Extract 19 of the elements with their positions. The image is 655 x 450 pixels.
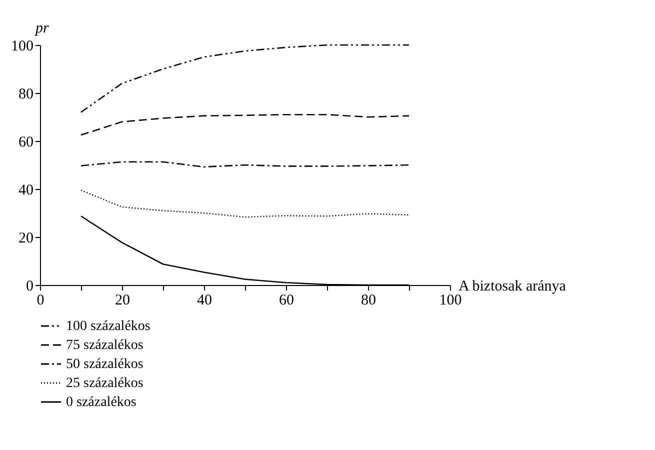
y-tick-label: 100 <box>11 38 34 54</box>
x-tick-label: 100 <box>439 292 462 308</box>
x-tick-label: 60 <box>279 292 294 308</box>
x-tick-label: 80 <box>361 292 376 308</box>
y-tick-label: 40 <box>18 182 34 198</box>
y-tick-label: 0 <box>26 278 34 294</box>
y-tick-label: 80 <box>18 86 34 102</box>
y-tick-label: 20 <box>18 230 34 246</box>
x-axis-title: A biztosak aránya <box>458 278 566 294</box>
y-tick-label: 60 <box>18 134 34 150</box>
legend-label: 50 százalékos <box>66 357 144 372</box>
legend-label: 75 százalékos <box>66 338 144 353</box>
x-tick-label: 0 <box>36 292 44 308</box>
x-tick-label: 40 <box>197 292 212 308</box>
legend-label: 0 százalékos <box>66 395 136 410</box>
x-tick-label: 20 <box>115 292 130 308</box>
y-axis-title: pr <box>34 20 49 36</box>
legend-label: 25 százalékos <box>66 376 144 391</box>
legend-label: 100 százalékos <box>66 319 150 334</box>
